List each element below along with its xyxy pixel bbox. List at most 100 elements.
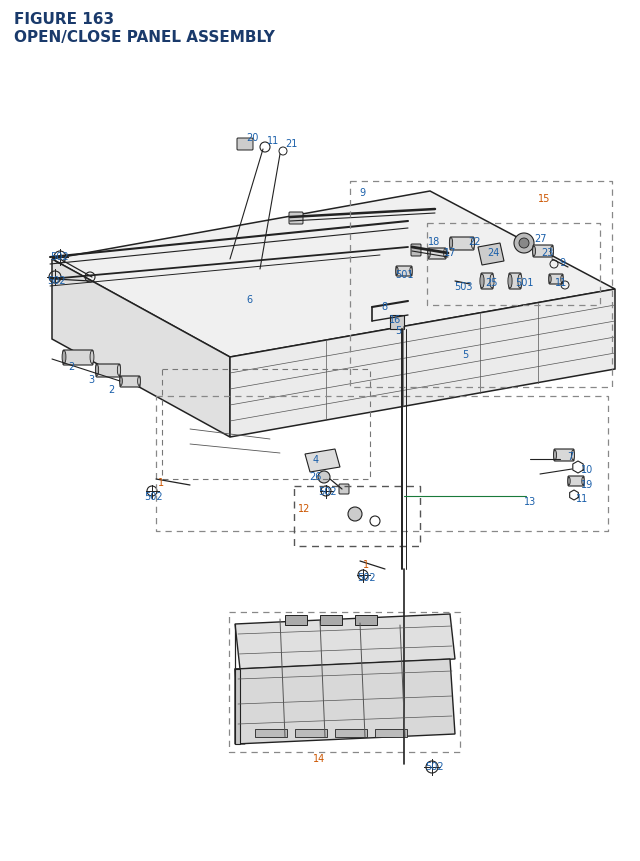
Text: 14: 14 (313, 753, 325, 763)
Polygon shape (478, 244, 504, 266)
FancyBboxPatch shape (120, 376, 140, 387)
Text: 7: 7 (567, 451, 573, 461)
Text: 11: 11 (555, 278, 567, 288)
FancyBboxPatch shape (428, 249, 446, 260)
Text: 502: 502 (318, 486, 337, 497)
Text: 502: 502 (425, 761, 444, 771)
Text: 20: 20 (246, 133, 259, 143)
Text: 19: 19 (581, 480, 593, 489)
FancyBboxPatch shape (509, 274, 521, 289)
FancyBboxPatch shape (450, 238, 474, 251)
Ellipse shape (548, 276, 551, 283)
Text: 25: 25 (485, 278, 497, 288)
Circle shape (519, 238, 529, 249)
Text: 501: 501 (515, 278, 534, 288)
Text: 16: 16 (389, 314, 401, 325)
FancyBboxPatch shape (335, 729, 367, 737)
Circle shape (514, 233, 534, 254)
Ellipse shape (117, 365, 121, 376)
Text: 5: 5 (395, 325, 401, 336)
Ellipse shape (62, 351, 66, 364)
Polygon shape (235, 624, 240, 744)
Ellipse shape (568, 478, 570, 486)
FancyBboxPatch shape (96, 364, 120, 378)
Ellipse shape (490, 275, 494, 288)
FancyBboxPatch shape (285, 616, 307, 625)
Ellipse shape (396, 268, 398, 276)
Text: 15: 15 (538, 194, 550, 204)
FancyBboxPatch shape (339, 485, 349, 494)
Ellipse shape (572, 450, 575, 461)
FancyBboxPatch shape (390, 316, 404, 330)
Circle shape (318, 472, 330, 483)
Text: 1: 1 (158, 478, 164, 487)
Ellipse shape (582, 478, 584, 486)
FancyBboxPatch shape (481, 274, 493, 289)
FancyBboxPatch shape (255, 729, 287, 737)
Text: OPEN/CLOSE PANEL ASSEMBLY: OPEN/CLOSE PANEL ASSEMBLY (14, 30, 275, 45)
Text: 23: 23 (541, 248, 554, 257)
Polygon shape (230, 289, 615, 437)
Text: 24: 24 (487, 248, 499, 257)
Ellipse shape (444, 249, 446, 258)
Text: 502: 502 (50, 251, 68, 262)
Text: 9: 9 (559, 257, 565, 268)
Ellipse shape (532, 247, 536, 257)
Polygon shape (52, 192, 615, 357)
Ellipse shape (428, 249, 430, 258)
Ellipse shape (95, 365, 99, 376)
FancyBboxPatch shape (396, 267, 412, 276)
Text: 13: 13 (524, 497, 536, 506)
Text: 26: 26 (309, 472, 321, 481)
Text: 9: 9 (359, 188, 365, 198)
Ellipse shape (90, 351, 94, 364)
FancyBboxPatch shape (355, 616, 377, 625)
Text: 11: 11 (267, 136, 279, 146)
FancyBboxPatch shape (549, 275, 563, 285)
FancyBboxPatch shape (375, 729, 407, 737)
Ellipse shape (471, 238, 475, 249)
Text: 8: 8 (381, 301, 387, 312)
Text: 18: 18 (428, 237, 440, 247)
FancyBboxPatch shape (63, 350, 93, 366)
FancyBboxPatch shape (554, 449, 574, 461)
Text: 502: 502 (357, 573, 376, 582)
Ellipse shape (138, 377, 140, 386)
Circle shape (348, 507, 362, 522)
Ellipse shape (550, 247, 554, 257)
Polygon shape (52, 260, 230, 437)
Text: 27: 27 (534, 233, 547, 244)
Text: 502: 502 (47, 276, 66, 286)
FancyBboxPatch shape (533, 245, 553, 257)
FancyBboxPatch shape (320, 616, 342, 625)
Text: 12: 12 (298, 504, 310, 513)
Text: 2: 2 (108, 385, 115, 394)
Ellipse shape (518, 275, 522, 288)
Text: 22: 22 (468, 237, 481, 247)
Text: 1: 1 (363, 560, 369, 569)
FancyBboxPatch shape (411, 245, 421, 257)
Ellipse shape (508, 275, 512, 288)
Text: 501: 501 (395, 269, 413, 280)
Text: FIGURE 163: FIGURE 163 (14, 12, 114, 27)
Text: 3: 3 (88, 375, 94, 385)
Text: 10: 10 (581, 464, 593, 474)
Text: 21: 21 (285, 139, 298, 149)
Text: 17: 17 (444, 248, 456, 257)
Polygon shape (235, 614, 455, 669)
Text: 6: 6 (246, 294, 252, 305)
Ellipse shape (480, 275, 484, 288)
Text: 4: 4 (313, 455, 319, 464)
Text: 502: 502 (144, 492, 163, 501)
Text: 2: 2 (68, 362, 74, 372)
Ellipse shape (554, 450, 557, 461)
Polygon shape (235, 669, 245, 744)
Text: 5: 5 (462, 350, 468, 360)
Ellipse shape (561, 276, 563, 283)
Ellipse shape (120, 377, 122, 386)
Text: 11: 11 (576, 493, 588, 504)
FancyBboxPatch shape (568, 476, 584, 486)
Ellipse shape (449, 238, 452, 249)
FancyBboxPatch shape (237, 139, 253, 151)
FancyBboxPatch shape (295, 729, 327, 737)
